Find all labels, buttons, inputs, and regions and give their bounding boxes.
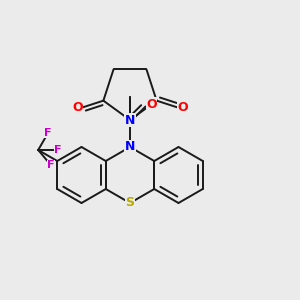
Text: O: O	[72, 101, 83, 114]
Text: S: S	[125, 196, 134, 209]
Text: F: F	[47, 160, 55, 170]
Text: F: F	[55, 145, 62, 155]
Text: N: N	[125, 113, 135, 127]
Text: O: O	[177, 101, 188, 114]
Text: O: O	[146, 98, 157, 111]
Text: N: N	[125, 140, 135, 154]
Text: F: F	[44, 128, 52, 138]
